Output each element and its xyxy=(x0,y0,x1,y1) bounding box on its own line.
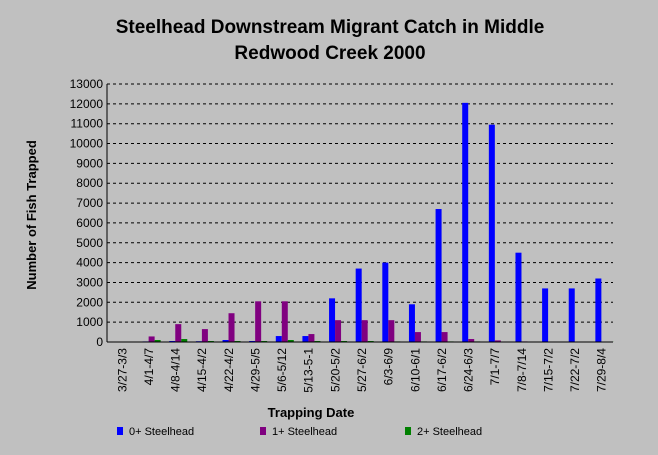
bar-0-steelhead-13 xyxy=(462,102,469,342)
bar-2-steelhead-1 xyxy=(154,340,161,342)
y-axis-label: Number of Fish Trapped xyxy=(24,140,39,290)
bar-1-steelhead-5 xyxy=(255,301,262,342)
bar-1-steelhead-1 xyxy=(148,336,155,342)
bar-0-steelhead-12 xyxy=(435,209,442,342)
x-tick-label: 7/22-7/2 xyxy=(568,348,582,392)
y-tick-label: 3000 xyxy=(76,275,103,289)
x-tick-label: 5/6-5/12 xyxy=(275,348,289,392)
bar-0-steelhead-14 xyxy=(488,124,495,342)
y-tick-label: 5000 xyxy=(76,236,103,250)
bar-1-steelhead-4 xyxy=(228,313,235,342)
chart-title-line-1: Steelhead Downstream Migrant Catch in Mi… xyxy=(116,17,545,38)
y-tick-label: 11000 xyxy=(71,117,104,131)
y-tick-label: 8000 xyxy=(76,176,103,190)
y-tick-label: 0 xyxy=(96,335,103,349)
x-axis-label: Trapping Date xyxy=(268,405,355,420)
bar-0-steelhead-10 xyxy=(382,262,389,342)
bar-0-steelhead-11 xyxy=(408,304,415,342)
bar-1-steelhead-2 xyxy=(175,324,182,342)
bar-1-steelhead-6 xyxy=(281,301,288,342)
y-tick-label: 1000 xyxy=(76,315,103,329)
y-tick-label: 10000 xyxy=(70,137,104,151)
legend-swatch xyxy=(260,427,266,435)
x-tick-label: 7/15-7/2 xyxy=(541,348,555,392)
y-tick-label: 13000 xyxy=(70,77,104,91)
bar-0-steelhead-4 xyxy=(222,340,229,342)
bar-1-steelhead-10 xyxy=(388,320,395,342)
x-tick-label: 5/27-6/2 xyxy=(355,348,369,392)
x-tick-label: 7/8-7/14 xyxy=(515,348,529,392)
bar-0-steelhead-9 xyxy=(355,268,362,342)
chart-title-line-2: Redwood Creek 2000 xyxy=(234,43,425,64)
legend-swatch xyxy=(117,427,123,435)
legend: 0+ Steelhead 1+ Steelhead 2+ Steelhead xyxy=(117,426,482,438)
x-tick-label: 4/8-4/14 xyxy=(169,348,183,392)
x-tick-label: 5/13-5-1 xyxy=(302,348,316,393)
bar-1-steelhead-11 xyxy=(414,332,421,342)
bar-0-steelhead-17 xyxy=(568,288,575,342)
x-tick-label: 6/3-6/9 xyxy=(382,348,396,386)
legend-label: 1+ Steelhead xyxy=(272,426,337,438)
bar-1-steelhead-8 xyxy=(335,320,342,342)
bar-0-steelhead-16 xyxy=(542,288,549,342)
legend-label: 2+ Steelhead xyxy=(417,426,482,438)
y-tick-label: 6000 xyxy=(76,216,103,230)
bar-2-steelhead-6 xyxy=(287,340,294,342)
x-tick-label: 4/1-4/7 xyxy=(142,348,156,386)
legend-swatch xyxy=(405,427,411,435)
y-tick-labels: 0 1000 2000 3000 4000 5000 6000 7000 8000 9000 100… xyxy=(70,77,104,349)
y-tick-label: 4000 xyxy=(76,256,103,270)
x-tick-label: 4/15-4/2 xyxy=(195,348,209,392)
bar-1-steelhead-14 xyxy=(494,340,501,342)
bar-0-steelhead-8 xyxy=(329,298,336,342)
x-tick-label: 3/27-3/3 xyxy=(115,348,129,392)
bar-0-steelhead-7 xyxy=(302,336,309,342)
y-tick-label: 7000 xyxy=(76,196,103,210)
x-tick-label: 5/20-5/2 xyxy=(328,348,342,392)
x-tick-label: 6/10-6/1 xyxy=(408,348,422,392)
bar-1-steelhead-9 xyxy=(361,320,368,342)
x-tick-label: 7/29-8/4 xyxy=(595,348,609,392)
bar-1-steelhead-7 xyxy=(308,334,315,342)
legend-label: 0+ Steelhead xyxy=(129,426,194,438)
x-tick-label: 4/22-4/2 xyxy=(222,348,236,392)
bar-1-steelhead-12 xyxy=(441,332,448,342)
bar-1-steelhead-13 xyxy=(468,339,475,342)
y-tick-label: 9000 xyxy=(76,156,103,170)
bar-0-steelhead-15 xyxy=(515,252,522,342)
x-tick-label: 7/1-7/7 xyxy=(488,348,502,386)
x-tick-label: 4/29-5/5 xyxy=(248,348,262,392)
x-tick-labels: 3/27-3/3 4/1-4/7 4/8-4/14 4/15-4/2 4/22-4/2 4… xyxy=(115,348,608,393)
y-tick-label: 2000 xyxy=(76,295,103,309)
bar-1-steelhead-3 xyxy=(201,329,208,342)
y-tick-label: 12000 xyxy=(70,97,104,111)
bar-2-steelhead-2 xyxy=(181,339,188,342)
bar-0-steelhead-18 xyxy=(595,278,602,342)
x-tick-label: 6/24-6/3 xyxy=(462,348,476,392)
bars xyxy=(142,102,614,342)
x-tick-label: 6/17-6/2 xyxy=(435,348,449,392)
bar-0-steelhead-6 xyxy=(275,336,282,342)
